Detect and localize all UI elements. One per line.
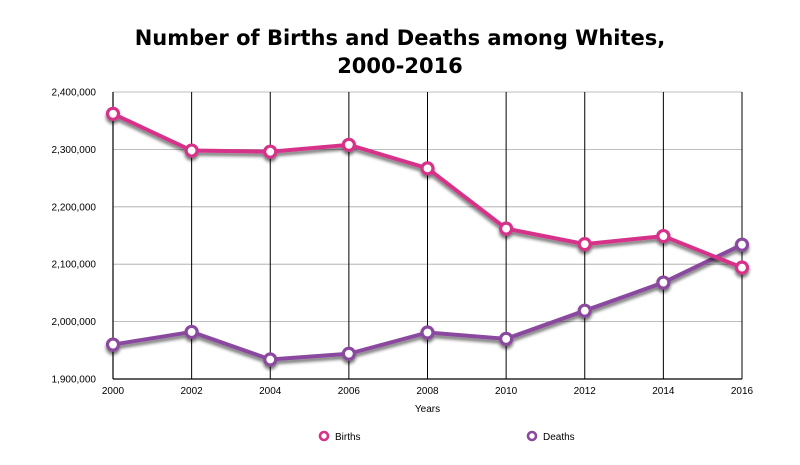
point-deaths [656, 275, 671, 290]
point-births [105, 106, 121, 121]
tick-labels: 1,900,000 2,000,000 2,100,000 2,200,000 2,30… [52, 88, 754, 398]
point-births [263, 144, 278, 159]
axes [112, 92, 742, 380]
series-layer [105, 106, 750, 367]
series-deaths [105, 237, 750, 367]
legend-label-births: Births [335, 432, 361, 443]
x-tick-label: 2010 [495, 386, 518, 397]
series-births [105, 106, 750, 275]
x-tick-label: 2006 [338, 386, 361, 397]
x-tick-label: 2008 [416, 386, 439, 397]
legend-label-deaths: Deaths [543, 432, 575, 443]
point-deaths [420, 325, 435, 340]
point-births [184, 143, 199, 158]
x-axis-title: Years [415, 404, 440, 415]
y-tick-label: 2,100,000 [52, 260, 97, 271]
point-deaths [105, 337, 121, 352]
legend: Births Deaths [318, 430, 575, 443]
point-births [341, 137, 356, 152]
point-deaths [184, 324, 199, 340]
y-tick-label: 2,400,000 [52, 88, 97, 99]
chart-title-line-1: Number of Births and Deaths among Whites… [134, 26, 666, 50]
x-tick-label: 2002 [181, 386, 204, 397]
y-tick-label: 1,900,000 [52, 375, 97, 386]
x-tick-label: 2000 [102, 386, 125, 397]
y-tick-label: 2,200,000 [52, 202, 97, 213]
point-births [499, 221, 514, 236]
point-births [420, 161, 435, 176]
point-deaths [499, 331, 514, 346]
legend-marker-deaths [526, 430, 538, 442]
chart-title-line-2: 2000-2016 [337, 54, 463, 78]
point-births [577, 237, 592, 252]
point-deaths [734, 237, 750, 252]
y-tick-label: 2,300,000 [52, 145, 97, 156]
x-tick-label: 2012 [574, 386, 597, 397]
x-tick-label: 2014 [652, 386, 675, 397]
x-tick-label: 2004 [259, 386, 282, 397]
chart-title: Number of Births and Deaths among Whites… [0, 24, 800, 80]
point-deaths [263, 352, 278, 367]
point-births [734, 260, 750, 275]
point-deaths [341, 346, 356, 361]
legend-item-deaths: Deaths [526, 430, 575, 443]
legend-marker-births [318, 430, 330, 442]
legend-item-births: Births [318, 430, 361, 443]
y-tick-label: 2,000,000 [52, 317, 97, 328]
point-deaths [577, 303, 592, 318]
point-births [656, 228, 671, 244]
x-tick-label: 2016 [731, 386, 754, 397]
